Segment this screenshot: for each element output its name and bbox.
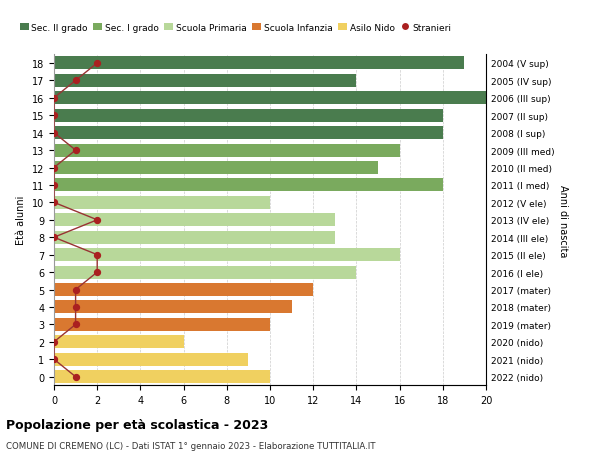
Point — [92, 217, 102, 224]
Point — [71, 147, 80, 154]
Bar — [54, 57, 464, 70]
Bar — [54, 109, 443, 123]
Point — [49, 182, 59, 189]
Bar — [54, 162, 378, 175]
Point — [71, 78, 80, 85]
Bar — [54, 214, 335, 227]
Point — [49, 95, 59, 102]
Point — [49, 234, 59, 241]
Bar — [54, 353, 248, 366]
Y-axis label: Anni di nascita: Anni di nascita — [559, 184, 568, 257]
Bar — [54, 75, 356, 88]
Bar — [54, 196, 270, 209]
Bar — [54, 336, 184, 348]
Bar — [54, 127, 443, 140]
Point — [92, 252, 102, 259]
Bar — [54, 370, 270, 383]
Bar — [54, 92, 486, 105]
Bar — [54, 144, 400, 157]
Y-axis label: Età alunni: Età alunni — [16, 196, 26, 245]
Point — [71, 286, 80, 294]
Bar — [54, 231, 335, 244]
Point — [49, 164, 59, 172]
Point — [49, 130, 59, 137]
Bar — [54, 283, 313, 297]
Point — [71, 321, 80, 328]
Bar — [54, 266, 356, 279]
Bar — [54, 179, 443, 192]
Point — [49, 338, 59, 346]
Bar — [54, 249, 400, 262]
Point — [49, 199, 59, 207]
Point — [71, 303, 80, 311]
Point — [49, 112, 59, 120]
Point — [92, 60, 102, 67]
Bar — [54, 301, 292, 314]
Point — [71, 373, 80, 381]
Bar — [54, 318, 270, 331]
Text: COMUNE DI CREMENO (LC) - Dati ISTAT 1° gennaio 2023 - Elaborazione TUTTITALIA.IT: COMUNE DI CREMENO (LC) - Dati ISTAT 1° g… — [6, 441, 376, 450]
Text: Popolazione per età scolastica - 2023: Popolazione per età scolastica - 2023 — [6, 418, 268, 431]
Legend: Sec. II grado, Sec. I grado, Scuola Primaria, Scuola Infanzia, Asilo Nido, Stran: Sec. II grado, Sec. I grado, Scuola Prim… — [16, 20, 455, 36]
Point — [92, 269, 102, 276]
Point — [49, 356, 59, 363]
